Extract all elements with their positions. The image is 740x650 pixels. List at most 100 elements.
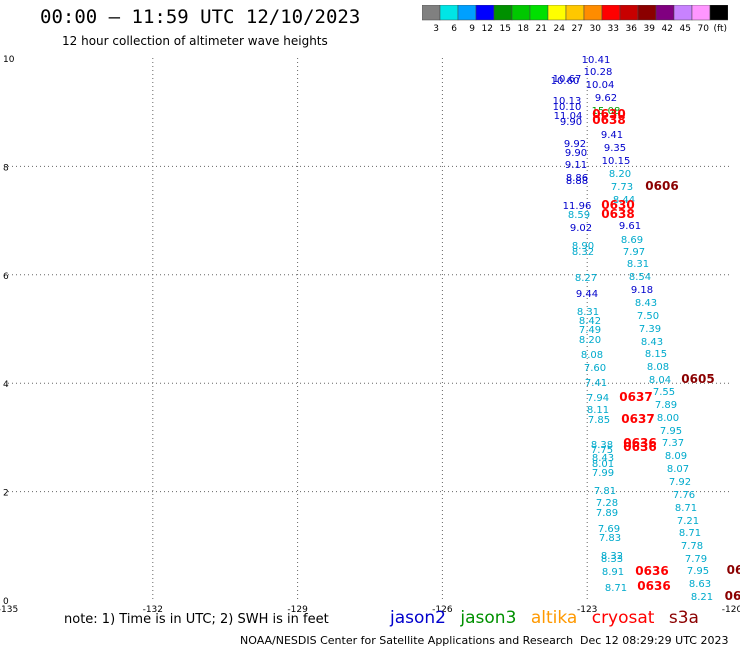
wave-height-value: 7.49	[579, 325, 601, 336]
wave-height-value: 9.02	[570, 223, 592, 234]
pass-time-label: 0638	[601, 207, 634, 221]
wave-height-value: 8.00	[657, 413, 679, 424]
y-tick-label: 10	[3, 55, 15, 65]
wave-height-value: 8.42	[579, 316, 601, 327]
wave-height-value: 7.76	[673, 490, 695, 501]
y-tick-label: 8	[3, 163, 9, 173]
legend-swatch	[493, 5, 513, 21]
wave-height-value: 7.41	[585, 378, 607, 389]
pass-time-label: 0605	[681, 372, 714, 386]
wave-height-value: 8.86	[566, 173, 588, 184]
wave-height-value: 9.18	[631, 285, 653, 296]
wave-height-value: 7.83	[599, 533, 621, 544]
wave-height-value: 8.63	[689, 579, 711, 590]
x-tick-label: -123	[577, 605, 597, 615]
pass-time-label: 0636	[623, 436, 656, 450]
wave-height-value: 9.61	[619, 221, 641, 232]
legend-swatch	[511, 5, 531, 21]
wave-height-value: 8.09	[665, 451, 687, 462]
y-tick-label: 0	[3, 597, 9, 607]
legend-label: 24	[554, 24, 566, 34]
legend-label: 12	[482, 24, 493, 34]
wave-height-value: 8.31	[627, 259, 649, 270]
wave-height-value: 7.39	[639, 324, 661, 335]
legend-swatch	[439, 5, 459, 21]
wave-height-value: 9.92	[564, 139, 586, 150]
legend-label: 36	[626, 24, 638, 34]
wave-height-value: 7.97	[623, 247, 645, 258]
wave-height-value: 10.67	[553, 74, 582, 85]
wave-height-value: 7.75	[591, 445, 613, 456]
credit-footer: NOAA/NESDIS Center for Satellite Applica…	[240, 634, 574, 647]
wave-height-value: 8.04	[649, 375, 671, 386]
legend-label: 15	[500, 24, 511, 34]
wave-height-value: 7.55	[653, 387, 675, 398]
axis-ticks: -135 -132 -129 -126 -123 -120 0 2 4 6 8 10	[0, 55, 740, 615]
wave-height-value: 8.07	[667, 464, 689, 475]
pass-time-label: 0630	[592, 107, 625, 121]
legend-label: 6	[451, 24, 457, 34]
legend-label: 21	[536, 24, 547, 34]
legend-label: 33	[608, 24, 619, 34]
wave-height-value: 7.28	[596, 498, 618, 509]
pass-time-label: 0637	[621, 412, 654, 426]
legend-label: 9	[469, 24, 475, 34]
pass-time-label: 0636	[637, 579, 670, 593]
legend-swatch	[655, 5, 675, 21]
legend-swatch	[673, 5, 693, 21]
legend-swatch	[422, 5, 441, 21]
y-tick-label: 2	[3, 489, 9, 499]
map-grid	[8, 58, 732, 600]
x-tick-label: -129	[287, 605, 308, 615]
page-title: 00:00 – 11:59 UTC 12/10/2023	[40, 6, 361, 28]
wave-height-value: 10.04	[586, 80, 615, 91]
wave-height-value: 8.20	[609, 169, 631, 180]
legend-swatch	[691, 5, 711, 21]
x-tick-label: -132	[143, 605, 163, 615]
wave-height-value: 7.95	[687, 566, 709, 577]
wave-height-value: 9.35	[604, 143, 626, 154]
pass-time-label: 0638	[592, 113, 625, 127]
wave-height-value: 7.21	[677, 516, 699, 527]
wave-height-value: 10.28	[584, 67, 613, 78]
legend-swatch	[709, 5, 728, 21]
wave-height-value: 8.15	[645, 349, 667, 360]
wave-height-value: 9.90	[565, 148, 587, 159]
wave-height-value: 7.81	[594, 486, 616, 497]
satellite-jason2: jason2	[390, 608, 446, 628]
wave-height-value: 10.15	[602, 156, 631, 167]
satellite-s3a: s3a	[668, 608, 699, 628]
wave-height-value: 7.73	[611, 182, 633, 193]
wave-height-value: 7.95	[660, 426, 682, 437]
wave-height-value: 9.90	[560, 117, 582, 128]
wave-height-value: 7.79	[685, 554, 707, 565]
legend-label: 18	[518, 24, 530, 34]
legend-label: 3	[433, 24, 439, 34]
wave-height-value: 8.43	[592, 453, 614, 464]
wave-height-value: 8.59	[568, 210, 590, 221]
wave-height-value: 7.85	[588, 415, 610, 426]
legend-label: 70	[698, 24, 710, 34]
wave-height-value: 7.50	[637, 311, 659, 322]
legend-swatch	[565, 5, 585, 21]
wave-height-value: 8.31	[577, 307, 599, 318]
wave-height-value: 10.41	[582, 55, 611, 66]
legend-swatch	[583, 5, 603, 21]
wave-height-value: 8.71	[679, 528, 701, 539]
legend-label: (ft)	[713, 24, 727, 34]
wave-height-value: 8.91	[602, 567, 624, 578]
legend-label: 30	[590, 24, 602, 34]
wave-height-value: 8.69	[621, 235, 643, 246]
legend-swatch	[619, 5, 639, 21]
pass-time-label: 0630	[601, 198, 634, 212]
legend-swatch	[457, 5, 477, 21]
wave-height-value: 7.99	[592, 468, 614, 479]
legend-label: 42	[662, 24, 673, 34]
wave-height-value: 8.08	[647, 362, 669, 373]
legend-swatch	[475, 5, 495, 21]
y-tick-label: 6	[3, 272, 9, 282]
wave-height-value: 8.43	[635, 298, 657, 309]
satellite-cryosat: cryosat	[591, 608, 655, 628]
wave-height-value: 9.44	[576, 289, 598, 300]
